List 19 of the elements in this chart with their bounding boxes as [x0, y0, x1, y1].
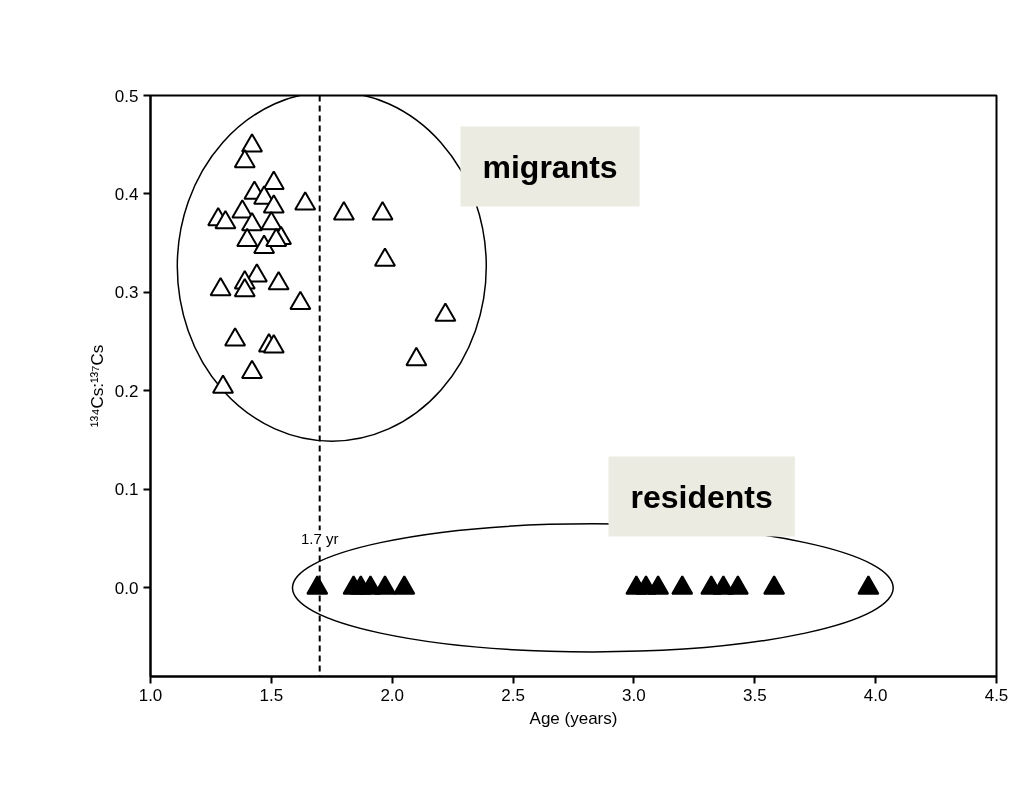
x-tick-label: 1.0 [138, 685, 163, 705]
x-tick-label: 1.5 [259, 685, 284, 705]
x-tick-label: 4.5 [984, 685, 1009, 705]
x-tick-label: 2.5 [501, 685, 525, 705]
y-tick-label: 0.1 [114, 480, 139, 500]
x-axis-title: Age (years) [529, 708, 618, 728]
y-axis-title: ¹³⁴Cs:¹³⁷Cs [87, 344, 107, 428]
x-tick-label: 3.5 [742, 685, 767, 705]
x-tick-label: 2.0 [380, 685, 405, 705]
y-tick-label: 0.3 [114, 283, 139, 303]
y-tick-label: 0.2 [114, 381, 139, 401]
y-tick-label: 0.0 [114, 578, 139, 598]
annotation: migrants [482, 148, 618, 185]
y-tick-label: 0.5 [114, 86, 139, 106]
ref-line-label: 1.7 yr [300, 530, 339, 548]
y-tick-label: 0.4 [114, 184, 139, 204]
x-tick-label: 3.0 [622, 685, 646, 705]
annotation: residents [630, 478, 773, 515]
x-tick-label: 4.0 [863, 685, 888, 705]
